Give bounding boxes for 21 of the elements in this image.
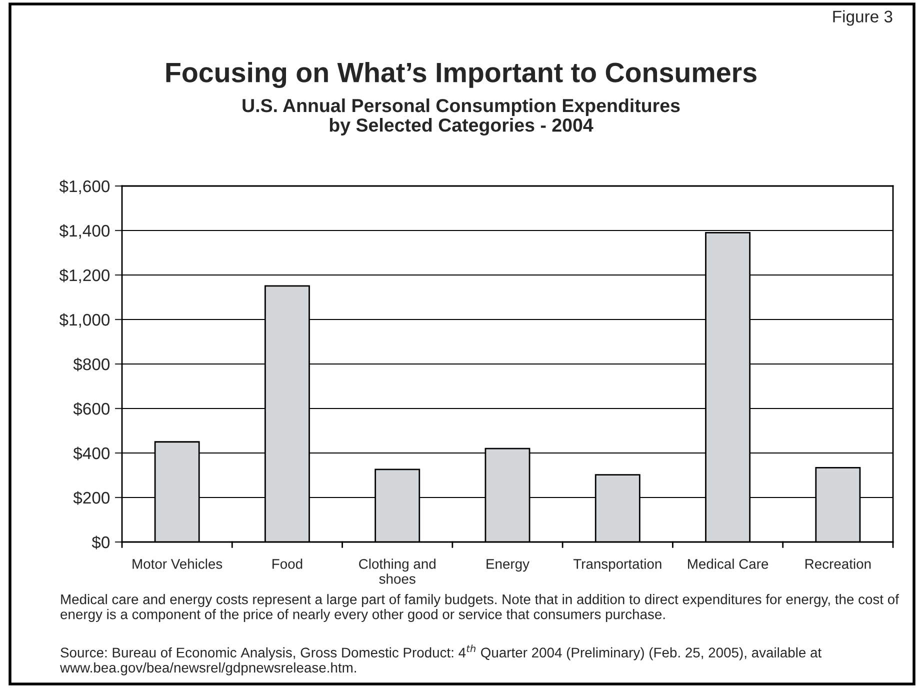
x-tick-label: Recreation <box>805 558 871 569</box>
caption: Figure 3 <box>833 10 892 26</box>
x-tick-label: Medical Care <box>688 558 768 569</box>
x-tick-label: Clothing and shoes <box>359 558 436 584</box>
text: Source: Bureau of Economic Analysis, Gross Domestic Product: 4$^{th}$ Quarter 2004 (Preliminary) (Feb. 25, 2005), available at www.bea.gov/bea/newsrel/gdpnewsrelease.htm. <box>60 644 822 676</box>
y-tick-label: $1,600 <box>59 180 110 194</box>
x-tick-label: Transportation <box>573 558 662 572</box>
x-tick-label: Motor Vehicles <box>132 558 222 569</box>
y-tick-label: $200 <box>73 491 110 505</box>
chart-subtitle: U.S. Annual Personal Consumption Expenditures by Selected Categories - 2004 <box>242 98 680 136</box>
y-tick-label: $600 <box>73 402 110 416</box>
y-tick-label: $0 <box>92 536 110 550</box>
chart-title: Focusing on What’s Important to Consumers <box>166 62 756 88</box>
y-tick-label: $1,400 <box>59 224 110 239</box>
y-tick-label: $800 <box>73 358 110 372</box>
x-tick-label: Food <box>272 558 302 569</box>
y-tick-label: $400 <box>73 446 110 460</box>
x-tick-label: Energy <box>486 559 530 572</box>
y-tick-label: $1,000 <box>59 313 110 328</box>
text: Medical care and energy costs represent a large part of family budgets. Note that in addition to direct expenditures for energy, the cost of energy is a component of the price of nearly every other good or service that consumers purchase. <box>60 594 899 622</box>
y-tick-label: $1,200 <box>59 268 110 284</box>
